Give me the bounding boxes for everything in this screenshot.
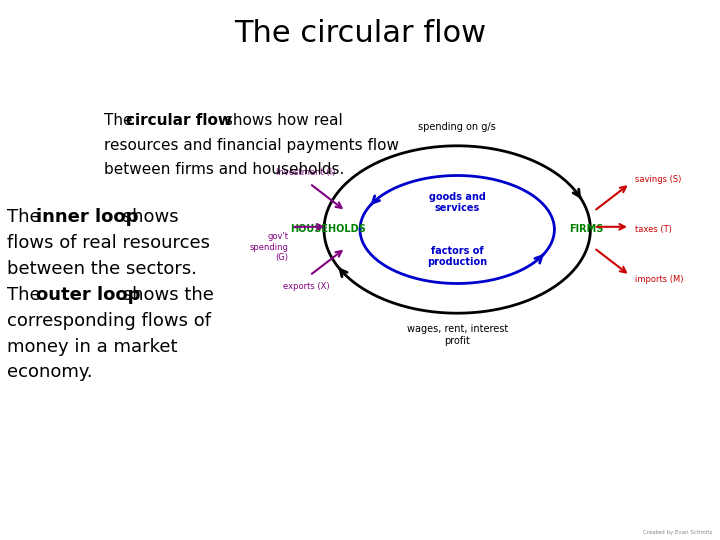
Text: FIRMS: FIRMS (570, 225, 604, 234)
Text: The: The (7, 208, 47, 226)
Text: circular flow: circular flow (126, 113, 232, 129)
Text: taxes (T): taxes (T) (635, 225, 672, 234)
Text: money in a market: money in a market (7, 338, 178, 355)
Text: shows: shows (117, 208, 179, 226)
Text: resources and financial payments flow: resources and financial payments flow (104, 138, 400, 153)
Text: HOUSEHOLDS: HOUSEHOLDS (289, 225, 366, 234)
Text: between firms and households.: between firms and households. (104, 162, 345, 177)
Text: flows of real resources: flows of real resources (7, 234, 210, 252)
Text: outer loop: outer loop (36, 286, 140, 303)
Text: Investment (I): Investment (I) (276, 168, 336, 177)
Text: The: The (7, 286, 47, 303)
Text: The circular flow: The circular flow (234, 19, 486, 48)
Text: between the sectors.: between the sectors. (7, 260, 197, 278)
Text: The: The (104, 113, 138, 129)
Text: shows how real: shows how real (220, 113, 342, 129)
Text: exports (X): exports (X) (283, 282, 329, 291)
Text: goods and
services: goods and services (429, 192, 485, 213)
Text: shows the: shows the (117, 286, 214, 303)
Text: spending on g/s: spending on g/s (418, 122, 496, 132)
Text: factors of
production: factors of production (427, 246, 487, 267)
Text: gov't
spending
(G): gov't spending (G) (249, 232, 288, 262)
Text: wages, rent, interest
profit: wages, rent, interest profit (407, 324, 508, 346)
Text: imports (M): imports (M) (635, 275, 683, 284)
Text: inner loop: inner loop (36, 208, 138, 226)
Text: Created by Evan Schmitz: Created by Evan Schmitz (644, 530, 713, 535)
Text: economy.: economy. (7, 363, 93, 381)
Text: corresponding flows of: corresponding flows of (7, 312, 211, 329)
Text: savings (S): savings (S) (635, 175, 681, 184)
